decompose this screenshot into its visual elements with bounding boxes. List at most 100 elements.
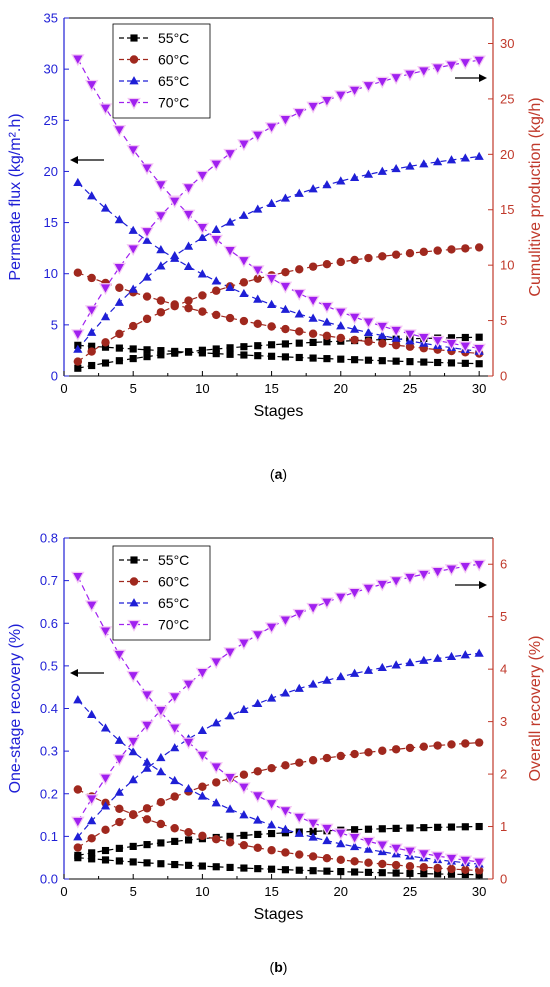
data-point-70c-left-stage-28: [444, 853, 459, 866]
series-line-55c-left: [77, 857, 480, 876]
data-point-70c-right-stage-6: [140, 226, 154, 239]
data-point-60c-left-stage-19: [322, 331, 332, 341]
data-point-60c-left-stage-13: [239, 840, 249, 850]
data-point-60c-right-stage-29: [461, 739, 470, 748]
data-point-60c-left-stage-2: [87, 273, 96, 283]
legend-label: 70°C: [158, 617, 189, 633]
data-point-55c-right-stage-2: [88, 849, 96, 857]
data-point-60c-right-stage-26: [419, 247, 429, 257]
data-point-65c-right-stage-21: [349, 668, 360, 677]
x-axis-title: Stages: [254, 906, 304, 923]
data-point-65c-right-stage-3: [100, 801, 111, 810]
data-point-70c-left-stage-20: [334, 828, 348, 841]
data-point-60c-right-stage-16: [281, 267, 290, 277]
data-point-65c-left-stage-21: [349, 324, 360, 333]
data-point-70c-right-stage-5: [126, 736, 140, 749]
data-point-70c-left-stage-15: [264, 273, 279, 286]
legend-marker: [129, 55, 139, 64]
data-point-65c-left-stage-2: [87, 709, 97, 719]
series-line-65c-left: [77, 182, 480, 353]
x-axis-title: Stages: [254, 403, 304, 420]
right-y-tick-label: 5: [500, 313, 507, 328]
data-point-55c-left-stage-2: [88, 855, 96, 863]
left-y-tick-label: 0.6: [40, 616, 58, 631]
data-point-70c-right-stage-9: [181, 679, 196, 692]
data-point-65c-left-stage-16: [280, 304, 291, 313]
data-point-55c-right-stage-16: [281, 340, 289, 348]
left-y-tick-label: 5: [51, 317, 58, 332]
left-y-tick-label: 25: [44, 113, 58, 128]
data-point-60c-right-stage-14: [253, 274, 262, 283]
data-point-60c-right-stage-16: [281, 761, 290, 770]
data-point-65c-right-stage-23: [377, 166, 387, 175]
data-point-60c-right-stage-13: [239, 770, 249, 779]
data-point-65c-left-stage-7: [156, 767, 166, 776]
data-point-55c-left-stage-25: [406, 869, 414, 877]
data-point-60c-right-stage-18: [308, 756, 318, 765]
data-point-65c-right-stage-19: [322, 675, 332, 684]
data-point-60c-left-stage-13: [239, 316, 249, 326]
data-point-55c-left-stage-14: [254, 865, 262, 873]
data-point-70c-right-stage-10: [195, 667, 210, 680]
data-point-60c-left-stage-16: [281, 324, 290, 334]
data-point-70c-left-stage-8: [167, 723, 182, 736]
data-point-60c-right-stage-24: [391, 745, 401, 754]
data-point-65c-right-stage-4: [114, 297, 124, 306]
data-point-65c-right-stage-18: [308, 679, 318, 688]
data-point-70c-left-stage-26: [417, 332, 431, 345]
data-point-65c-right-stage-14: [253, 204, 263, 213]
data-point-65c-right-stage-10: [197, 232, 208, 242]
data-point-70c-left-stage-28: [444, 338, 459, 351]
data-point-70c-right-stage-13: [237, 139, 251, 152]
data-point-65c-right-stage-28: [446, 155, 457, 164]
data-point-70c-right-stage-12: [223, 148, 237, 161]
data-point-55c-right-stage-12: [226, 344, 234, 352]
data-point-60c-left-stage-16: [281, 848, 290, 857]
data-point-70c-right-stage-28: [444, 564, 459, 577]
data-point-55c-right-stage-30: [475, 822, 483, 831]
data-point-65c-left-stage-3: [100, 723, 111, 732]
data-point-55c-right-stage-25: [406, 824, 414, 832]
data-point-55c-right-stage-19: [323, 338, 331, 346]
data-point-65c-right-stage-1: [73, 832, 83, 841]
legend: 55°C 60°C 65°C 70°C: [112, 23, 211, 119]
data-point-65c-right-stage-7: [156, 752, 166, 762]
data-point-55c-right-stage-3: [101, 359, 110, 367]
data-point-70c-right-stage-21: [347, 85, 362, 98]
data-point-55c-left-stage-17: [295, 866, 303, 874]
data-point-70c-right-stage-9: [181, 183, 196, 195]
data-point-65c-left-stage-11: [211, 798, 221, 807]
data-point-70c-right-stage-16: [278, 114, 293, 127]
data-point-65c-right-stage-9: [183, 241, 194, 250]
data-point-70c-left-stage-29: [458, 855, 473, 868]
right-axis-arrowhead: [479, 581, 487, 589]
data-point-70c-right-stage-23: [375, 76, 390, 89]
left-y-tick-label: 10: [44, 266, 58, 281]
data-point-55c-left-stage-15: [268, 865, 276, 873]
data-point-70c-left-stage-19: [320, 823, 334, 836]
data-point-65c-right-stage-5: [128, 775, 138, 784]
data-point-55c-left-stage-13: [240, 864, 248, 872]
data-point-65c-left-stage-24: [391, 333, 401, 342]
data-point-60c-left-stage-23: [378, 339, 387, 348]
right-y-tick-label: 25: [500, 91, 514, 106]
data-point-65c-right-stage-20: [336, 176, 346, 185]
data-point-55c-right-stage-15: [268, 830, 276, 838]
data-point-70c-right-stage-17: [292, 608, 307, 621]
data-point-55c-left-stage-11: [212, 863, 220, 871]
series-line-60c-right: [77, 742, 480, 849]
data-point-70c-left-stage-11: [209, 762, 223, 775]
data-point-60c-right-stage-19: [322, 753, 332, 763]
data-point-70c-right-stage-2: [84, 305, 99, 318]
data-point-70c-left-stage-5: [126, 144, 140, 157]
data-point-55c-left-stage-15: [268, 352, 276, 360]
data-point-65c-right-stage-11: [211, 224, 221, 234]
data-point-65c-right-stage-8: [170, 250, 180, 260]
data-point-70c-right-stage-26: [417, 66, 431, 79]
data-point-60c-right-stage-26: [419, 742, 429, 751]
legend-label: 60°C: [158, 52, 189, 68]
data-point-60c-right-stage-1: [73, 357, 83, 366]
data-point-60c-right-stage-7: [156, 308, 166, 317]
data-point-70c-right-stage-23: [375, 579, 390, 592]
data-point-55c-left-stage-29: [461, 359, 469, 367]
